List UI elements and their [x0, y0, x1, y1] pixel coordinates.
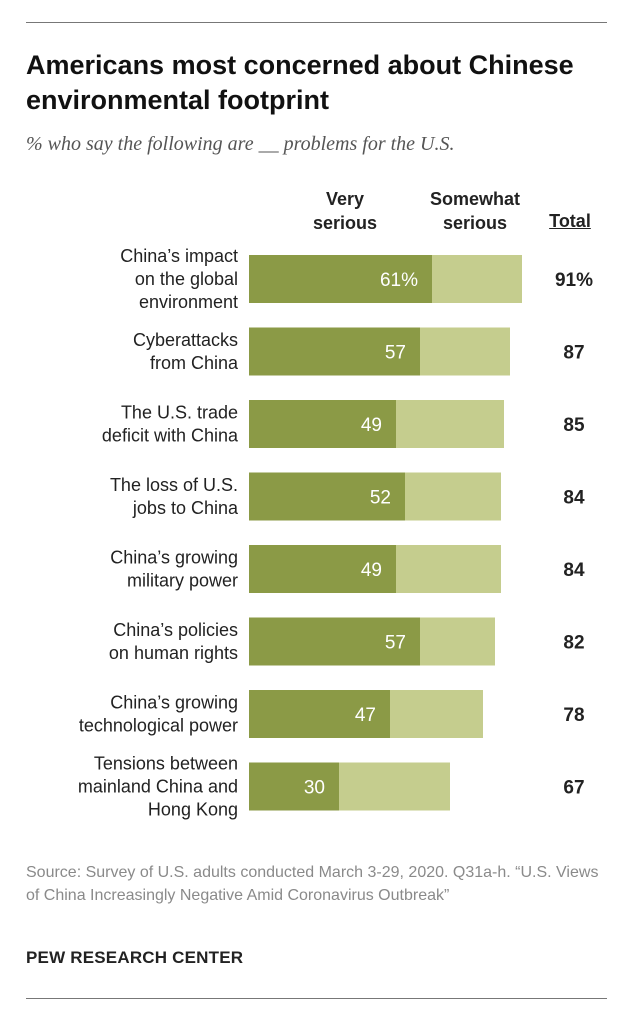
source-note: Source: Survey of U.S. adults conducted … — [26, 864, 599, 904]
total-label: 91% — [555, 270, 593, 291]
bar-somewhat-serious — [420, 617, 495, 666]
total-label: 84 — [563, 488, 585, 509]
category-label: China’s impact on the global environment — [120, 246, 238, 312]
value-label: 47 — [355, 705, 376, 726]
header-total: Total — [549, 211, 591, 231]
bar-somewhat-serious — [396, 400, 504, 448]
bar-somewhat-serious — [396, 545, 501, 593]
bar-very-serious — [249, 327, 420, 376]
bar-very-serious — [249, 255, 432, 303]
category-label: China’s policies on human rights — [109, 620, 238, 663]
total-label: 78 — [563, 705, 584, 726]
value-label: 30 — [304, 778, 325, 799]
bar-very-serious — [249, 617, 420, 666]
value-label: 57 — [385, 633, 406, 654]
total-label: 82 — [563, 633, 584, 654]
category-label: Cyberattacks from China — [133, 330, 239, 373]
category-label: China’s growing military power — [110, 548, 238, 591]
total-label: 84 — [563, 560, 585, 581]
footer-credit: PEW RESEARCH CENTER — [26, 948, 244, 967]
header-very-serious: Very serious — [312, 189, 378, 233]
bar-somewhat-serious — [420, 327, 510, 376]
bar-somewhat-serious — [405, 472, 501, 521]
value-label: 61% — [380, 270, 418, 291]
bar-very-serious — [249, 690, 390, 738]
bar-somewhat-serious — [432, 255, 522, 303]
category-label: Tensions between mainland China and Hong K… — [78, 754, 238, 820]
chart-subtitle: % who say the following are __ problems … — [26, 133, 455, 155]
bar-very-serious — [249, 400, 396, 448]
value-label: 52 — [370, 488, 391, 509]
category-label: The U.S. trade deficit with China — [102, 403, 239, 446]
total-label: 85 — [563, 415, 585, 436]
value-label: 57 — [385, 343, 406, 364]
category-label: China’s growing technological power — [79, 693, 238, 736]
bar-very-serious — [249, 762, 339, 811]
bar-somewhat-serious — [390, 690, 483, 738]
category-label: The loss of U.S. jobs to China — [110, 475, 239, 518]
value-label: 49 — [361, 560, 382, 581]
total-label: 87 — [563, 343, 584, 364]
bar-very-serious — [249, 472, 405, 521]
bottom-rule — [26, 998, 607, 999]
chart-title: Americans most concerned about Chinese e… — [26, 50, 574, 115]
total-label: 67 — [563, 778, 584, 799]
header-somewhat-serious: Somewhat serious — [429, 189, 521, 233]
value-label: 49 — [361, 415, 382, 436]
bar-somewhat-serious — [339, 762, 450, 811]
bar-very-serious — [249, 545, 396, 593]
top-rule — [26, 22, 607, 23]
